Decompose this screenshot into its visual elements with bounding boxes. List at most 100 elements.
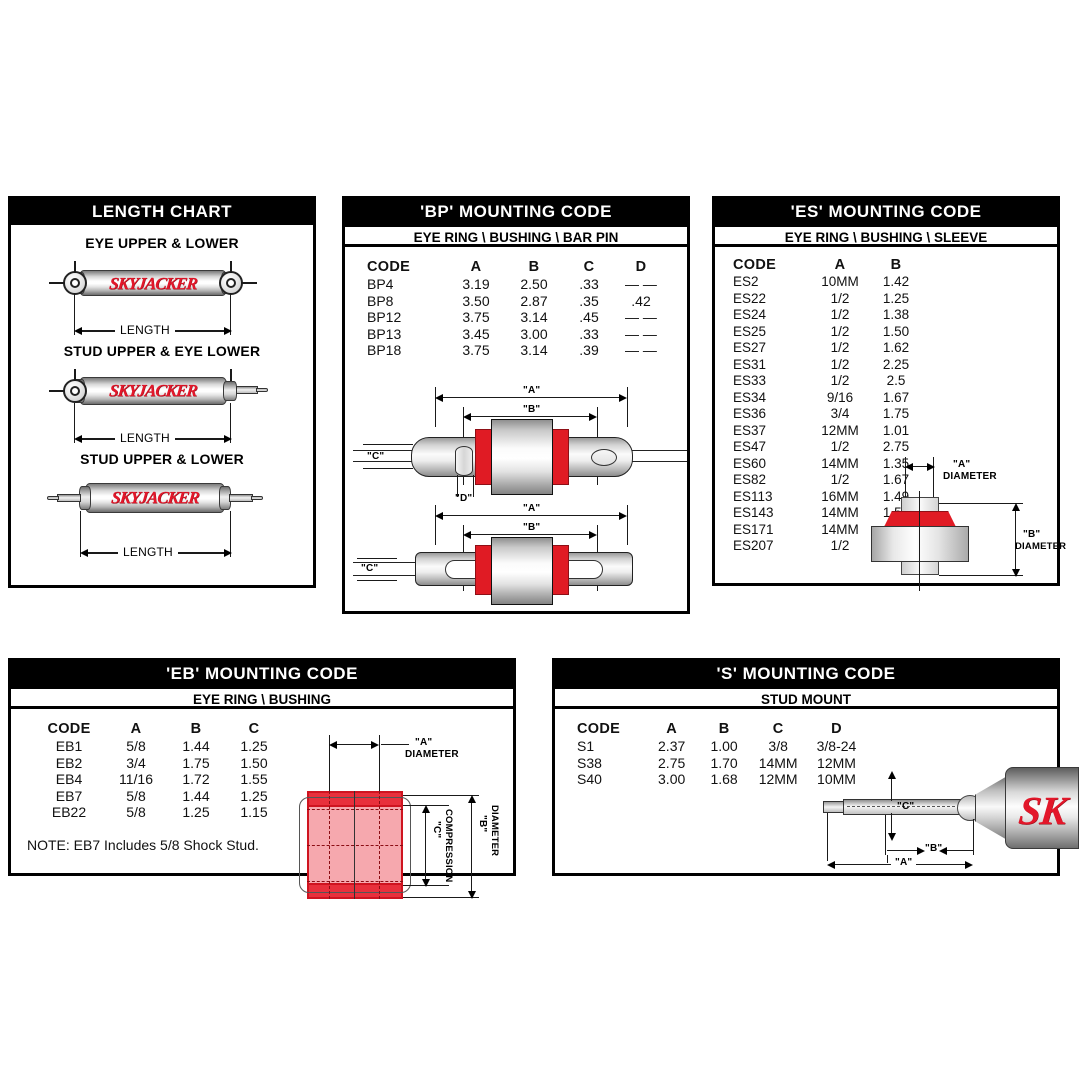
s-label-a: "A" [891, 857, 917, 868]
s-col-c: C [772, 721, 784, 737]
table-row: S40 3.00 1.68 12MM 10MM [577, 771, 856, 787]
bp-label-c-top: "C" [367, 451, 385, 462]
panel-es-body: CODE A B ES2 10MM 1.42 ES22 1/2 1.25 ES24 1/2… [715, 247, 1066, 591]
length-dim-2: LENGTH [115, 431, 175, 445]
panel-s-subtitle: STUD MOUNT [555, 687, 1057, 709]
panel-s-mounting-code: 'S' MOUNTING CODE STUD MOUNT CODE A B C … [552, 658, 1079, 876]
panel-length-chart-title: LENGTH CHART [11, 199, 313, 225]
es-table-body: ES2 10MM 1.42 ES22 1/2 1.25 ES24 1/2 1.38 ES25… [733, 274, 923, 555]
s-col-a: A [666, 721, 678, 737]
panel-bp-title: 'BP' MOUNTING CODE [345, 199, 687, 225]
table-row: BP13 3.45 3.00 .33 — — [367, 325, 657, 342]
eb-table-header-row: CODE A B C [33, 721, 283, 738]
es-col-a: A [834, 257, 846, 273]
bp-col-c: C [583, 259, 595, 275]
table-row: BP4 3.19 2.50 .33 — — [367, 276, 657, 292]
bp-table-body: BP4 3.19 2.50 .33 — — BP8 3.50 2.87 .35 … [367, 276, 667, 359]
bp-col-b: B [528, 259, 540, 275]
table-row: EB2 3/4 1.75 1.50 [55, 754, 268, 771]
eb-col-b: B [190, 721, 202, 737]
panel-es-title: 'ES' MOUNTING CODE [715, 199, 1057, 225]
s-col-d: D [831, 721, 842, 737]
s-col-code: CODE [577, 721, 621, 737]
table-row: EB4 11/16 1.72 1.55 [55, 771, 268, 787]
eb-col-c: C [248, 721, 260, 737]
es-col-b: B [890, 257, 902, 273]
stud-right-2 [236, 386, 258, 394]
es-label-b-sub: DIAMETER [1015, 541, 1067, 552]
table-row: EB1 5/8 1.44 1.25 [55, 738, 268, 754]
panel-es-subtitle: EYE RING \ BUSHING \ SLEEVE [715, 225, 1057, 247]
eb-label-a-sub: DIAMETER [405, 749, 459, 760]
stud-right-3 [229, 494, 253, 502]
table-row: ES24 1/2 1.38 [733, 307, 910, 322]
panel-s-title: 'S' MOUNTING CODE [555, 661, 1057, 687]
s-label-c: "C" [897, 801, 915, 812]
table-row: ES60 14MM 1.35 [733, 455, 910, 471]
eb-col-a: A [130, 721, 142, 737]
bp-label-a-bottom: "A" [519, 503, 545, 514]
s-table-header-row: CODE A B C D [577, 721, 867, 738]
length-diagram-1-heading: EYE UPPER & LOWER [85, 235, 239, 251]
panel-bp-subtitle: EYE RING \ BUSHING \ BAR PIN [345, 225, 687, 247]
eb-note: NOTE: EB7 Includes 5/8 Shock Stud. [27, 837, 259, 853]
table-row: ES37 12MM 1.01 [733, 422, 910, 438]
es-label-a: "A" [953, 459, 971, 470]
panel-length-chart-body: EYE UPPER & LOWER SKYJACKER LE [11, 225, 313, 587]
es-label-a-sub: DIAMETER [943, 471, 997, 482]
table-row: EB7 5/8 1.44 1.25 [55, 787, 268, 804]
bp-label-c-bottom: "C" [361, 563, 379, 574]
s-table-body: S1 2.37 1.00 3/8 3/8-24 S38 2.75 1.70 14MM 12MM … [577, 738, 867, 788]
table-row: ES33 1/2 2.5 [733, 373, 906, 388]
eb-label-c-sub: COMPRESSION [443, 809, 454, 883]
table-row: ES82 1/2 1.67 [733, 472, 910, 487]
s-label-b: "B" [925, 843, 943, 854]
panel-eb-title: 'EB' MOUNTING CODE [11, 661, 513, 687]
panel-eb-body: CODE A B C EB1 5/8 1.44 1.25 EB2 3/4 1.75 1.50… [11, 709, 513, 899]
panel-s-body: CODE A B C D S1 2.37 1.00 3/8 3/8-24 S38 2.75… [555, 709, 1079, 873]
panel-eb-mounting-code: 'EB' MOUNTING CODE EYE RING \ BUSHING CO… [8, 658, 516, 899]
table-row: ES2 10MM 1.42 [733, 274, 910, 289]
table-row: ES47 1/2 2.75 [733, 439, 910, 454]
bp-label-b-bottom: "B" [519, 522, 545, 533]
bp-label-d-top: "D" [455, 493, 473, 504]
eb-label-b-sub: DIAMETER [489, 805, 500, 857]
eb-table-body: EB1 5/8 1.44 1.25 EB2 3/4 1.75 1.50 EB4 11/16 1.… [33, 738, 283, 821]
panel-es-mounting-code: 'ES' MOUNTING CODE EYE RING \ BUSHING \ … [712, 196, 1066, 591]
es-table: CODE A B ES2 10MM 1.42 ES22 1/2 1.25 ES24 1/2… [733, 257, 923, 555]
eb-label-b: "B" [477, 815, 488, 833]
table-row: ES34 9/16 1.67 [733, 389, 910, 405]
length-dim-3: LENGTH [118, 545, 178, 559]
bp-col-d: D [635, 259, 647, 275]
eb-table: CODE A B C EB1 5/8 1.44 1.25 EB2 3/4 1.75 1.50… [33, 721, 283, 821]
table-row: ES27 1/2 1.62 [733, 340, 910, 355]
table-row: EB22 5/8 1.25 1.15 [51, 804, 268, 820]
bp-col-code: CODE [367, 259, 411, 275]
table-row: ES113 16MM 1.49 [733, 488, 910, 504]
table-row: ES31 1/2 2.25 [733, 356, 910, 372]
length-diagram-3-heading: STUD UPPER & LOWER [80, 451, 244, 467]
es-col-code: CODE [733, 257, 777, 273]
table-row: BP18 3.75 3.14 .39 — — [367, 342, 657, 358]
table-row: BP8 3.50 2.87 .35 .42 [367, 292, 651, 309]
panel-bp-mounting-code: 'BP' MOUNTING CODE EYE RING \ BUSHING \ … [342, 196, 690, 614]
table-row: BP12 3.75 3.14 .45 — — [367, 309, 657, 325]
length-diagram-2-heading: STUD UPPER & EYE LOWER [63, 343, 261, 359]
bp-label-b-top: "B" [519, 404, 545, 415]
panel-eb-subtitle: EYE RING \ BUSHING [11, 687, 513, 709]
es-label-b: "B" [1023, 529, 1041, 540]
table-row: ES22 1/2 1.25 [733, 290, 910, 306]
bp-label-a-top: "A" [519, 385, 545, 396]
panel-length-chart: LENGTH CHART EYE UPPER & LOWER SKYJACKER [8, 196, 316, 588]
es-table-header-row: CODE A B [733, 257, 923, 274]
length-dim-1: LENGTH [115, 323, 175, 337]
table-row: S1 2.37 1.00 3/8 3/8-24 [577, 738, 857, 754]
table-row: S38 2.75 1.70 14MM 12MM [577, 754, 856, 771]
eb-label-c: "C" [431, 821, 442, 839]
table-row: ES25 1/2 1.50 [733, 323, 910, 339]
stud-left-3 [57, 494, 81, 502]
eb-label-a: "A" [415, 737, 433, 748]
panel-bp-body: CODE A B C D BP4 3.19 2.50 .33 — — [345, 247, 687, 611]
bp-col-a: A [470, 259, 482, 275]
